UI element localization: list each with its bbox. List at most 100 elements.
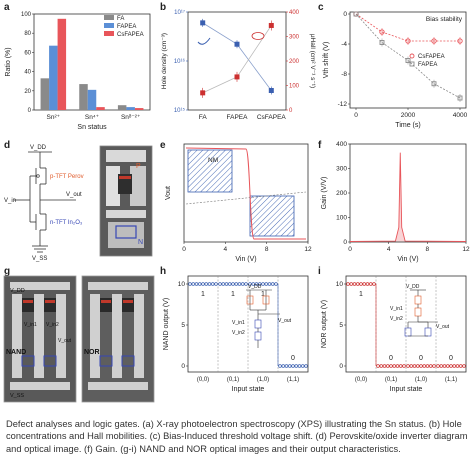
legend-label-fapea: FAPEA <box>418 62 437 68</box>
mirror-curve <box>185 191 307 205</box>
nor-circuit-inset <box>404 289 438 337</box>
h-vout-label: V_out <box>278 318 292 324</box>
arrow-right-axis <box>251 32 265 40</box>
y-right-tick-label: 100 <box>289 84 300 90</box>
diagram-d: V_DD V_in V_out V_SS p-TFT Perov n-TFT I… <box>4 145 153 262</box>
panel-label-b: b <box>160 2 167 13</box>
hall-mobility-point <box>234 74 240 80</box>
legend-swatch-csfapea <box>409 53 415 59</box>
y-tick-label: 5 <box>339 322 343 329</box>
i-vin2-label: V_in2 <box>390 316 403 322</box>
g-vin2-label: V_in2 <box>46 322 59 328</box>
output-point <box>257 282 262 286</box>
logic-level-label: 1 <box>261 291 265 298</box>
nand-label: NAND <box>6 349 26 356</box>
chart-i: 0 5 10 (0,0) 1 (0,1) 0 (1,0) 0 (1,1) 0 Input state N… <box>321 275 467 393</box>
x-tick-label: 2000 <box>401 112 416 119</box>
nm-box-high <box>187 149 233 193</box>
y-axis-label: NOR output (V) <box>321 300 328 348</box>
nor-label: NOR <box>84 349 100 356</box>
output-point <box>227 282 232 286</box>
output-point <box>455 364 460 368</box>
output-point <box>365 282 370 286</box>
output-point <box>188 282 192 286</box>
x-tick-label: (0,1) <box>227 377 239 383</box>
x-tick-label: (0,0) <box>197 377 209 383</box>
y-tick-label: 60 <box>24 50 31 56</box>
legend-swatch-fapea <box>409 61 415 67</box>
nm-label-bg <box>234 154 246 162</box>
bar-fa <box>117 105 127 110</box>
output-point <box>402 364 406 368</box>
output-point <box>442 364 447 368</box>
x-tick-label: Sn²⁺ <box>47 114 61 121</box>
legend-label-fa: FA <box>117 16 124 22</box>
legend-label-csfapea: CsFAPEA <box>418 54 445 60</box>
bar-fapea <box>49 45 58 110</box>
x-tick-label: (1,1) <box>287 377 299 383</box>
output-point <box>362 282 366 286</box>
output-point <box>376 364 380 368</box>
photo-n-label: N <box>138 239 143 246</box>
arrow-left-axis <box>197 37 211 45</box>
bar-csfapea <box>57 18 67 110</box>
output-point <box>406 364 410 368</box>
x-axis-label: Input state <box>390 386 423 393</box>
x-tick-label: CsFAPEA <box>257 114 287 121</box>
x-axis-label: Vin (V) <box>235 256 256 263</box>
output-point <box>288 364 292 368</box>
x-tick-label: 12 <box>304 246 312 253</box>
output-point <box>281 364 285 368</box>
output-point <box>284 364 289 368</box>
output-point <box>389 364 393 368</box>
point-csfapea <box>405 38 411 44</box>
point-fapea <box>379 40 385 45</box>
output-point <box>251 282 255 286</box>
bar-fapea <box>126 107 135 110</box>
output-point <box>425 364 430 368</box>
x-tick-label: 0 <box>354 112 358 119</box>
output-point <box>422 364 426 368</box>
output-point <box>452 364 457 368</box>
x-tick-label: (0,1) <box>385 377 397 383</box>
output-point <box>207 282 212 286</box>
y-tick-label: 80 <box>24 31 31 37</box>
y-tick-label: 0 <box>181 363 185 370</box>
output-point <box>240 282 245 286</box>
point-fapea <box>457 95 463 101</box>
x-axis-label: Vin (V) <box>397 256 418 263</box>
output-point <box>264 282 268 286</box>
hole-density-point <box>200 20 206 26</box>
y-axis-label: Ratio (%) <box>5 47 12 76</box>
chart-c: 0 -4 -8 -12 0 2000 4000 Time (s) Vth shift (V) Bi… <box>323 11 468 129</box>
y-left-axis-label: Hole density (cm⁻³) <box>161 33 168 89</box>
vtc-curve <box>185 147 306 240</box>
output-point <box>291 364 295 368</box>
y-axis-label: Vth shift (V) <box>323 42 330 79</box>
output-point <box>270 282 275 286</box>
x-axis-label: Time (s) <box>395 122 420 129</box>
logic-level-label: 0 <box>389 355 393 362</box>
output-point <box>346 282 350 286</box>
bar-fa <box>79 84 88 110</box>
output-point <box>428 364 433 368</box>
h-vin1-label: V_in1 <box>232 320 245 326</box>
point-csfapea <box>379 29 385 35</box>
output-point <box>398 364 403 368</box>
point-fapea <box>405 58 411 63</box>
point-fapea <box>353 11 359 17</box>
y-tick-label: 5 <box>181 322 185 329</box>
chart-a: 0 20 40 60 80 100 Ratio (%) Sn²⁺ Sn⁴⁺ Snᵟ⁻²⁺ Sn st… <box>5 12 151 131</box>
output-point <box>191 282 195 286</box>
output-point <box>254 282 259 286</box>
chart-h: 0 5 10 (0,0) 1 (0,1) 1 (1,0) 1 (1,1) 0 Input state N… <box>163 275 309 393</box>
output-point <box>436 364 440 368</box>
x-tick-label: (0,0) <box>355 377 367 383</box>
bar-fa <box>40 78 50 110</box>
output-point <box>439 364 443 368</box>
chart-f: 0 100 200 300 400 0 4 8 12 Vin (V) Gain (V/V) <box>321 141 470 263</box>
x-tick-label: FAPEA <box>227 114 249 121</box>
logic-level-label: 0 <box>291 355 295 362</box>
x-tick-label: 8 <box>426 246 430 253</box>
